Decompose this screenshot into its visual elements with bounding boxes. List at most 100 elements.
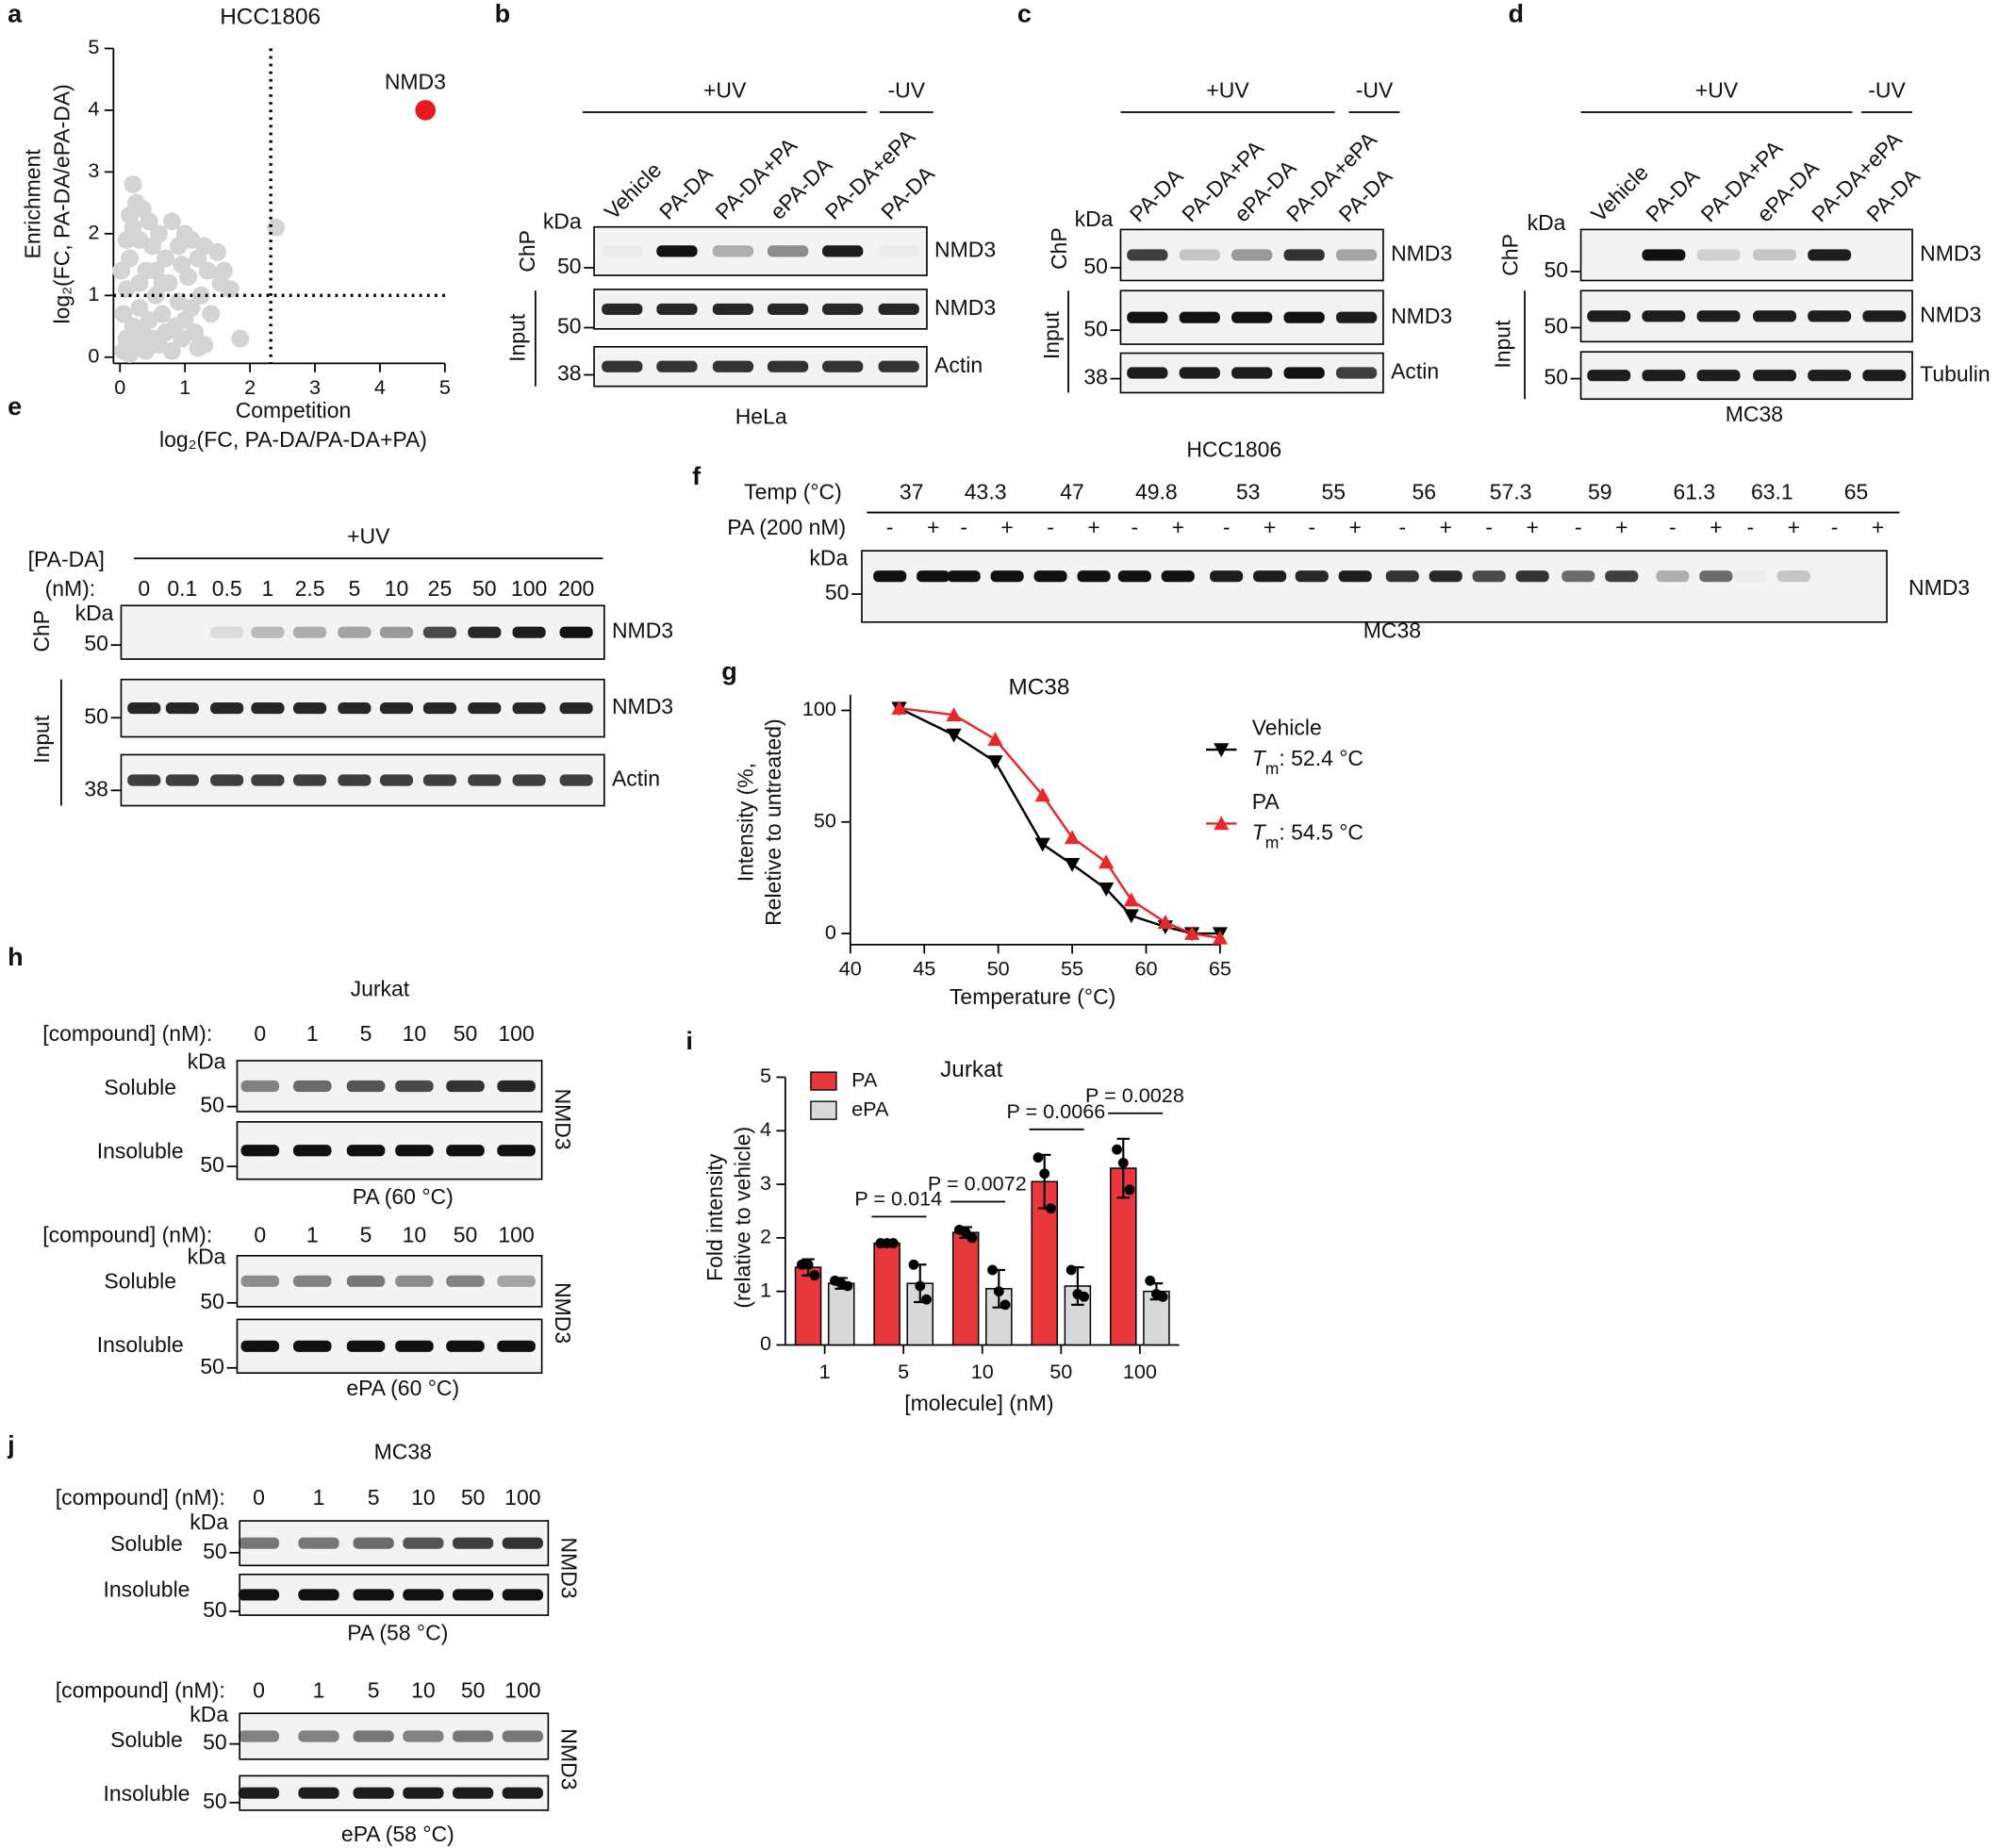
target-label: NMD3 — [557, 1728, 582, 1790]
kda-marker: 50 — [557, 314, 582, 338]
group-label: -UV — [1868, 77, 1906, 102]
band — [338, 702, 372, 715]
target-label: NMD3 — [551, 1282, 575, 1344]
treatment-level: + — [1872, 515, 1884, 539]
band — [1161, 570, 1195, 583]
group-label: +UV — [703, 77, 747, 102]
cell-line: MC38 — [1363, 619, 1421, 643]
blot-strip — [236, 1121, 543, 1180]
band — [446, 1080, 485, 1093]
point — [130, 298, 149, 317]
replicate-dot — [1000, 1299, 1011, 1311]
band — [1472, 570, 1506, 583]
band — [338, 774, 372, 786]
band — [446, 1275, 485, 1287]
band — [403, 1730, 444, 1742]
point — [198, 261, 217, 280]
replicate-dot — [809, 1270, 820, 1281]
kda-label: kDa — [190, 1702, 228, 1726]
lane-label: 10 — [385, 576, 409, 601]
condition-label: ePA (60 °C) — [346, 1376, 459, 1400]
x-tick-label: 50 — [1049, 1360, 1072, 1383]
target-label: NMD3 — [612, 619, 673, 643]
band — [1231, 311, 1273, 323]
y-axis-label: (relative to vehicle) — [731, 1127, 755, 1309]
kda-marker: 50 — [200, 1152, 224, 1177]
tm-label: Tm: 54.5 °C — [1252, 819, 1363, 851]
tm-subscript: m — [1265, 758, 1280, 777]
kda-label: kDa — [1075, 206, 1114, 231]
replicate-dot — [802, 1259, 814, 1270]
point — [415, 100, 437, 121]
band — [1808, 249, 1852, 261]
band — [1283, 249, 1325, 261]
fraction-label: Soluble — [104, 1268, 176, 1293]
point — [1123, 892, 1139, 907]
y-tick-label: 1 — [760, 1278, 771, 1301]
section-label: Input — [504, 313, 529, 362]
replicate-dot — [1112, 1144, 1122, 1155]
band — [452, 1787, 494, 1799]
point — [191, 286, 210, 305]
band — [353, 1537, 394, 1549]
point — [1034, 787, 1050, 802]
band — [602, 303, 643, 315]
target-label: NMD3 — [1391, 241, 1452, 266]
band — [1385, 570, 1419, 583]
panel-letter: a — [8, 0, 23, 27]
replicate-dot — [1066, 1264, 1077, 1276]
target-label: NMD3 — [1391, 304, 1452, 328]
band — [878, 245, 919, 257]
legend-swatch — [810, 1100, 837, 1120]
bar — [827, 1282, 855, 1346]
lane-label: 100 — [504, 1677, 540, 1702]
bar — [873, 1242, 900, 1346]
band — [1808, 370, 1852, 382]
band — [502, 1589, 543, 1601]
panel-letter: g — [721, 657, 737, 685]
y-tick-label: 2 — [88, 221, 99, 244]
band — [403, 1787, 444, 1799]
kda-label: kDa — [190, 1510, 228, 1534]
treatment-level: - — [1575, 515, 1582, 539]
band — [1179, 311, 1220, 323]
tm-subscript: m — [1265, 833, 1280, 851]
band — [292, 1145, 332, 1157]
band — [1231, 249, 1273, 261]
lane-label: 100 — [504, 1485, 540, 1510]
x-tick-label: 60 — [1134, 957, 1157, 981]
target-label: NMD3 — [1920, 302, 1981, 326]
temperature-label: 65 — [1844, 479, 1869, 503]
series-line — [899, 706, 1221, 940]
band — [298, 1537, 339, 1549]
band — [346, 1340, 386, 1352]
point — [124, 175, 142, 193]
lane-label: 0 — [253, 1485, 265, 1510]
band — [1862, 310, 1907, 322]
band — [298, 1730, 339, 1742]
section-label: ChP — [29, 610, 54, 652]
condition-label: PA (60 °C) — [353, 1184, 454, 1209]
band — [767, 245, 809, 257]
lane-label: 0.1 — [167, 576, 197, 601]
point — [267, 218, 286, 237]
lane-label: 10 — [403, 1223, 427, 1247]
band — [822, 245, 864, 257]
band — [1335, 311, 1378, 323]
x-tick-label: 45 — [913, 957, 935, 981]
lane-label: 0 — [254, 1223, 266, 1247]
band — [353, 1787, 394, 1799]
point — [987, 755, 1003, 769]
band — [559, 702, 593, 715]
treatment-label: PA (200 nM) — [727, 515, 846, 539]
kda-marker: 50 — [200, 1093, 224, 1117]
x-tick-label: 3 — [309, 375, 321, 399]
x-axis-label: log₂(FC, PA-DA/PA-DA+PA) — [159, 427, 427, 452]
kda-label: kDa — [1528, 210, 1566, 235]
lane-label: 50 — [461, 1485, 486, 1510]
band — [346, 1275, 386, 1287]
band — [403, 1589, 444, 1601]
lane-label: 50 — [454, 1223, 478, 1247]
band — [1033, 570, 1067, 583]
